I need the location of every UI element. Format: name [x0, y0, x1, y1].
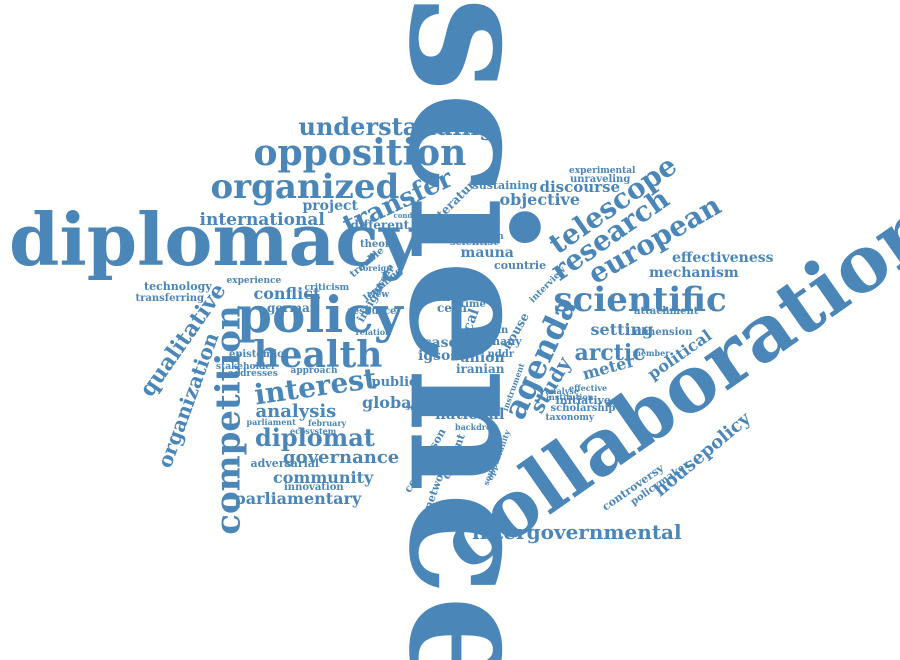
word-effectiveness: effectiveness — [672, 250, 774, 266]
word-governance: governance — [283, 447, 400, 468]
word-technology: technology — [144, 279, 212, 293]
word-analysis: analysis — [255, 401, 337, 422]
word-adversarial: adversarial — [250, 456, 320, 470]
word-nddr: nddr — [487, 349, 515, 360]
word-time: time — [460, 299, 486, 310]
word-project: project — [302, 198, 358, 214]
word-foreign: foreign — [359, 263, 393, 273]
word-setting: setting — [590, 320, 654, 339]
word-theory: theory — [360, 239, 397, 250]
word-epistemic: epistemic — [229, 349, 284, 360]
word-resource: resource — [347, 306, 397, 317]
word-parliament: parliament — [246, 417, 296, 427]
word-stakeholder: stakeholder — [216, 361, 276, 372]
word-cern: cern — [437, 301, 467, 315]
word-view: view — [367, 289, 390, 300]
word-arctic: arctic — [574, 340, 646, 366]
word-parliamentary: parliamentary — [234, 489, 362, 508]
word-sustaining: sustaining — [472, 178, 538, 192]
word-opposition: opposition — [253, 132, 467, 174]
word-dimension: dimension — [634, 327, 693, 338]
word-scientific: scientific — [553, 280, 727, 320]
word-countrie: countrie — [494, 258, 547, 272]
word-intergovernmental: intergovernmental — [472, 520, 682, 544]
word-analyse: analyse — [545, 386, 579, 396]
word-experience: experience — [226, 275, 282, 286]
word-health: health — [253, 334, 383, 376]
word-iranian: iranian — [456, 362, 505, 376]
word-many: many — [488, 334, 522, 348]
word-unraveling: unraveling — [570, 174, 631, 185]
word-february: february — [308, 418, 347, 428]
word-organized: organized — [210, 167, 400, 207]
word-experimental: experimental — [569, 165, 636, 176]
word-support: support — [405, 402, 441, 412]
word-transferring: transferring — [135, 293, 205, 304]
word-discourse: discourse — [539, 177, 621, 196]
word-diplomacy: diplomacy — [9, 197, 421, 282]
word-mauna: mauna — [460, 245, 514, 261]
word-different: different — [350, 218, 410, 232]
word-objective: objective — [499, 190, 581, 209]
word-question: question — [430, 402, 470, 412]
word-relation: relation — [355, 327, 391, 337]
word-scientist: scientist — [450, 237, 498, 248]
word-igsos: igsos — [418, 348, 459, 364]
word-diplomat: diplomat — [255, 423, 375, 452]
word-initiative: initiative — [555, 393, 611, 407]
word-mechanism: mechanism — [649, 265, 739, 281]
word-scholarship: scholarship — [550, 403, 616, 414]
word-taxonomy: taxonomy — [545, 412, 595, 423]
word-public: public — [371, 374, 417, 390]
word-addresses: addresses — [228, 368, 278, 379]
word-backdrop: backdrop — [455, 422, 497, 432]
word-understanding: understanding — [298, 112, 496, 141]
word-kia-i: kia'i — [437, 290, 467, 304]
word-german: german — [267, 301, 319, 315]
word-international: international — [199, 209, 325, 230]
word-case: case — [423, 335, 458, 351]
word-innovation: innovation — [284, 482, 344, 493]
word-conflict: conflict — [253, 284, 321, 303]
word-iran: iran — [485, 325, 509, 336]
word-condition: condition — [393, 210, 431, 220]
word-criticism: criticism — [304, 282, 350, 293]
word-approach: approach — [290, 365, 338, 376]
word-institution: institution — [546, 392, 594, 402]
word-member: member — [632, 348, 670, 358]
word-policy: policy — [237, 285, 403, 344]
word-community: community — [273, 468, 374, 487]
word-effective: effective — [569, 383, 608, 393]
word-national: national — [435, 404, 505, 423]
word-global: global — [362, 393, 418, 412]
word-hawaiian: hawaiian — [458, 231, 504, 242]
word-ecosystem: ecosystem — [290, 426, 337, 436]
word-attachment: attachment — [634, 306, 699, 317]
word-union: union — [459, 350, 505, 366]
